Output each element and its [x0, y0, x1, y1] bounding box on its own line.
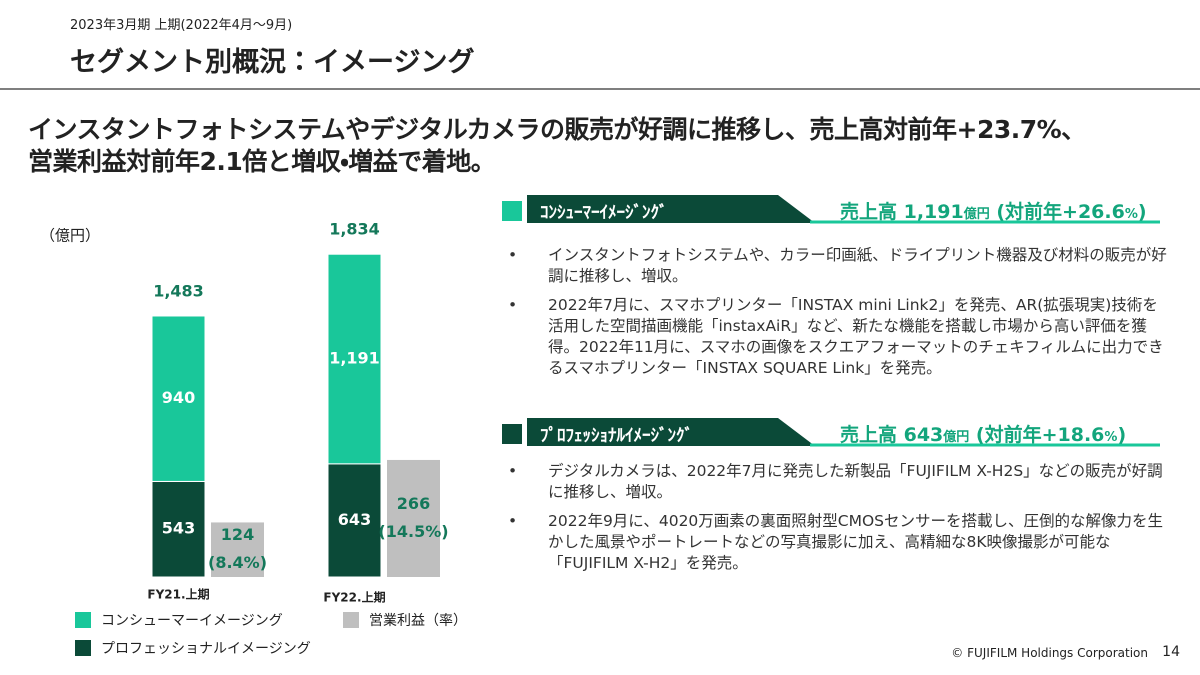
summary-part: 億円: [943, 430, 970, 445]
segment-name: ｺﾝｼｭｰﾏｰｲﾒｰｼﾞﾝｸﾞ: [540, 203, 668, 223]
unit-label: （億円）: [40, 227, 100, 245]
segment-label: 1,191: [329, 349, 380, 368]
profit-rate-label: (8.4%): [208, 553, 267, 572]
segment-name: ﾌﾟﾛﾌｪｯｼｮﾅﾙｲﾒｰｼﾞﾝｸﾞ: [540, 426, 693, 446]
legend-swatch: [343, 612, 359, 628]
bullet-list: デジタルカメラは、2022年7月に発売した新製品「FUJIFILM X-H2S」…: [508, 461, 1173, 582]
summary-part: ): [1117, 424, 1127, 446]
summary-part: %: [1124, 207, 1138, 222]
bullet: 2022年9月に、4020万画素の裏面照射型CMOSセンサーを搭載し、圧倒的な解…: [508, 511, 1173, 574]
title: セグメント別概況：イメージング: [70, 47, 475, 78]
segment-band: [527, 195, 815, 223]
total-label: 1,834: [329, 220, 380, 239]
summary-part: 売上高 643: [840, 424, 944, 446]
headline: 営業利益対前年2.1倍と増収・増益で着地。: [28, 147, 496, 176]
legend-swatch: [75, 640, 91, 656]
category-label: FY22.上期: [323, 590, 385, 605]
summary-part: 億円: [963, 207, 990, 222]
category-label: FY21.上期: [147, 587, 209, 602]
profit-label: 266: [397, 494, 430, 513]
bullet: インスタントフォトシステムや、カラー印画紙、ドライプリント機器及び材料の販売が好…: [508, 245, 1173, 287]
bullet: デジタルカメラは、2022年7月に発売した新製品「FUJIFILM X-H2S」…: [508, 461, 1173, 503]
profit-bar: [211, 522, 264, 577]
summary-part: ): [1137, 201, 1147, 223]
summary-part: (対前年+26.6: [989, 201, 1125, 223]
bar-segment: [151, 315, 206, 482]
segment-band: [527, 418, 815, 446]
legend-text: 営業利益（率）: [369, 613, 467, 629]
bullet: 2022年7月に、スマホプリンター「INSTAX mini Link2」を発売、…: [508, 295, 1173, 379]
profit-label: 124: [221, 525, 254, 544]
summary-part: (対前年+18.6: [969, 424, 1105, 446]
segment-marker: [502, 424, 522, 444]
headline: インスタントフォトシステムやデジタルカメラの販売が好調に推移し、売上高対前年+2…: [28, 115, 1086, 144]
total-label: 1,483: [153, 281, 204, 300]
segment-label: 940: [162, 388, 195, 407]
bar-segment: [327, 463, 382, 578]
legend-swatch: [75, 612, 91, 628]
bullet-list: インスタントフォトシステムや、カラー印画紙、ドライプリント機器及び材料の販売が好…: [508, 245, 1173, 387]
segment-marker: [502, 201, 522, 221]
profit-rate-label: (14.5%): [378, 522, 448, 541]
legend-text: プロフェッショナルイメージング: [101, 641, 311, 657]
legend-text: コンシューマーイメージング: [101, 613, 283, 629]
page-number: 14: [1162, 644, 1180, 660]
segment-summary: 売上高 643億円 (対前年+18.6%): [840, 420, 1126, 447]
summary-part: %: [1104, 430, 1118, 445]
copyright: © FUJIFILM Holdings Corporation: [951, 646, 1148, 660]
segment-label: 643: [338, 510, 371, 529]
bar-segment: [327, 253, 382, 465]
summary-part: 売上高 1,191: [840, 201, 964, 223]
profit-bar: [387, 459, 440, 577]
bar-segment: [151, 480, 206, 578]
period: 2023年3月期 上期(2022年4月～9月): [70, 18, 293, 33]
segment-summary: 売上高 1,191億円 (対前年+26.6%): [840, 197, 1147, 224]
segment-label: 543: [162, 519, 195, 538]
